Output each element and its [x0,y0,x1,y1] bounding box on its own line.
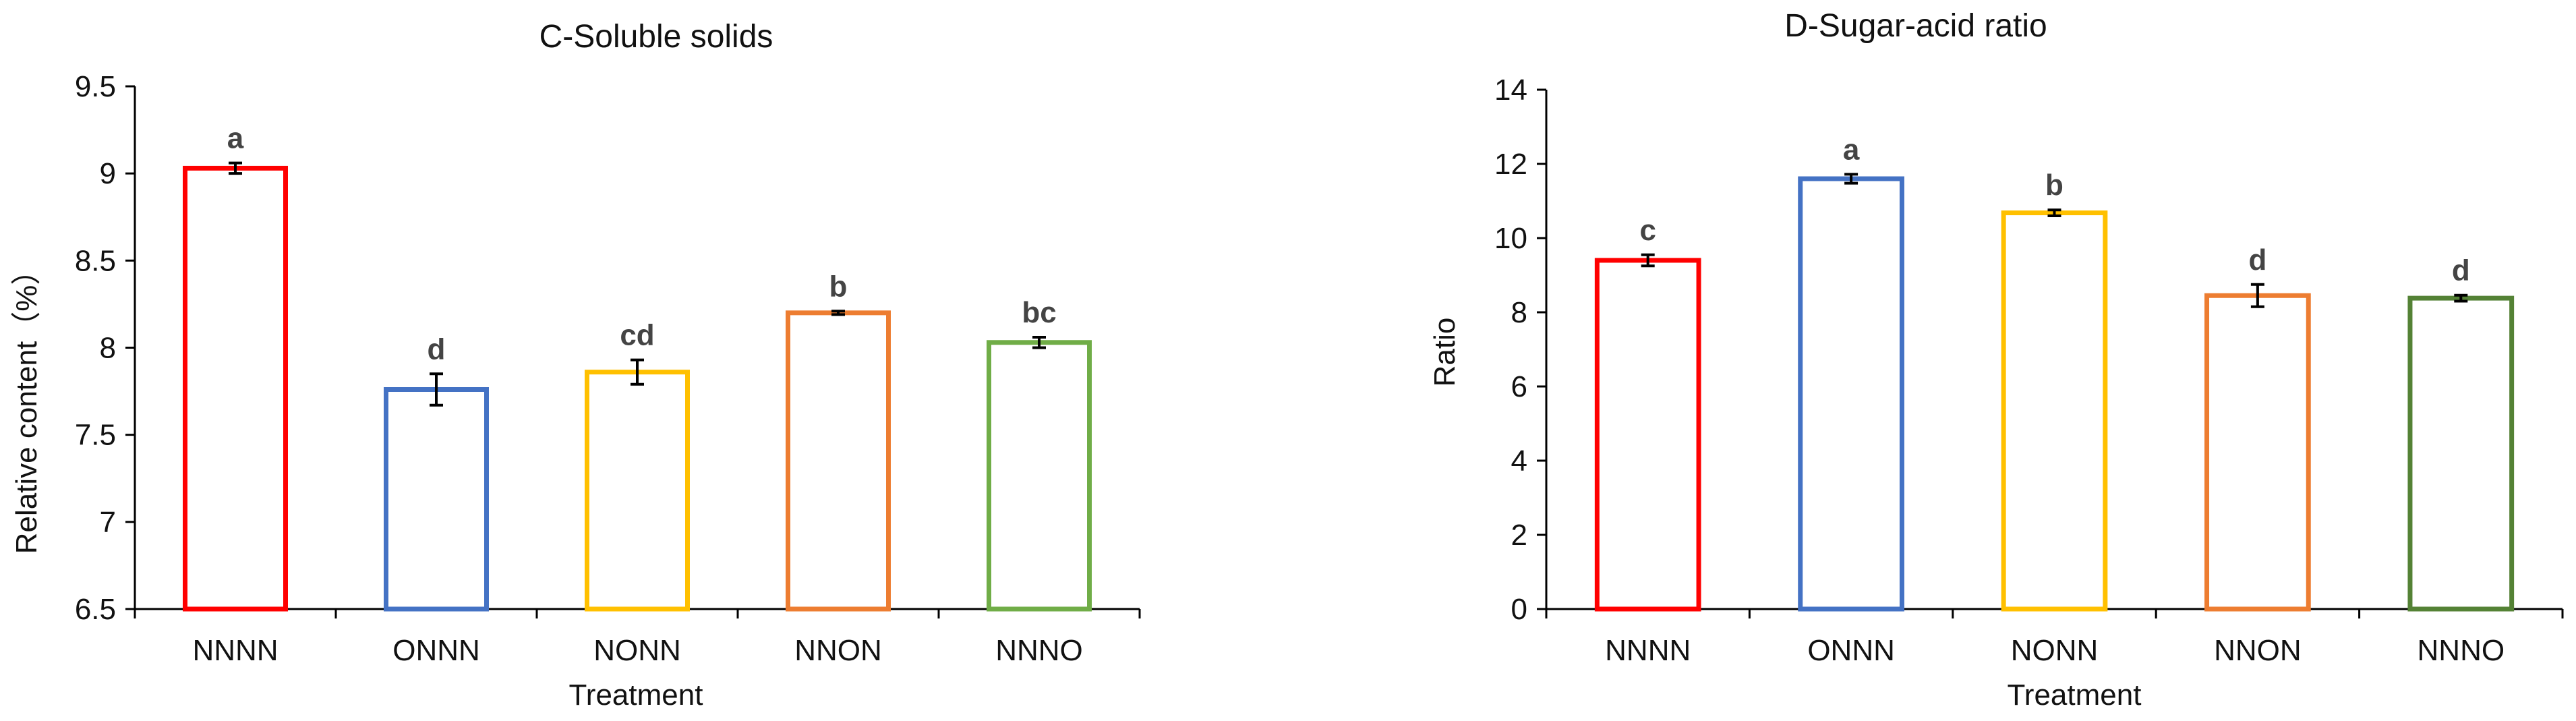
significance-label: d [2248,243,2266,277]
x-tick-label: ONNN [392,634,480,667]
y-tick-label: 12 [1494,148,1527,181]
x-axis-label: Treatment [2008,679,2142,712]
y-tick-label: 8.5 [75,244,116,277]
significance-label: d [2452,254,2470,287]
x-tick-label: ONNN [1807,634,1895,667]
y-tick-label: 9 [100,157,116,190]
y-tick-label: 10 [1494,222,1527,255]
bar [585,370,690,612]
x-tick-label: NNNN [1605,634,1691,667]
y-tick-label: 14 [1494,74,1527,107]
significance-label: a [1843,133,1860,166]
soluble-solids-chart: C-Soluble solids Relative content（%） Tre… [10,19,1141,712]
x-tick-label: NNON [794,634,882,667]
soluble-solids-svg: C-Soluble solids Relative content（%） Tre… [10,19,1141,712]
y-tick-label: 6 [1511,370,1527,403]
x-axis-label: Treatment [569,679,703,712]
y-tick-label: 8 [1511,296,1527,329]
bar [987,340,1092,612]
significance-label: d [428,333,446,366]
bar [1798,176,1904,612]
bar [183,165,288,612]
significance-label: a [227,122,244,155]
x-tick-label: NNON [2214,634,2302,667]
sugar-acid-ratio-chart: D-Sugar-acid ratio Ratio Treatment 0 2 4 6 8… [1288,0,2576,721]
y-tick-label: 2 [1511,519,1527,552]
significance-label: cd [620,319,654,352]
sugar-acid-ratio-svg: D-Sugar-acid ratio Ratio Treatment 0 2 4 6 8… [1428,8,2564,712]
y-tick-label: 6.5 [75,593,116,626]
bar [2407,295,2515,612]
bar [384,387,489,612]
significance-label: bc [1022,296,1056,329]
significance-label: b [829,270,848,303]
y-tick-label: 8 [100,332,116,365]
y-tick-label: 7.5 [75,419,116,452]
bar [786,310,891,612]
significance-label: c [1639,214,1656,247]
y-tick-label: 9.5 [75,70,116,103]
x-tick-label: NONN [593,634,681,667]
y-tick-label: 4 [1511,444,1527,478]
x-tick-label: NNNO [2418,634,2505,667]
x-tick-label: NNNN [192,634,278,667]
chart-title: C-Soluble solids [539,19,773,55]
x-tick-label: NNNO [995,634,1083,667]
x-tick-label: NONN [2011,634,2099,667]
bar [2001,210,2108,612]
chart-title: D-Sugar-acid ratio [1784,8,2047,44]
y-axis-label: Relative content（%） [10,256,43,554]
y-tick-label: 7 [100,506,116,539]
bar [1594,258,1701,612]
y-axis-label: Ratio [1428,318,1461,387]
y-tick-label: 0 [1511,593,1527,626]
significance-label: b [2045,169,2063,202]
bar [2204,293,2311,612]
